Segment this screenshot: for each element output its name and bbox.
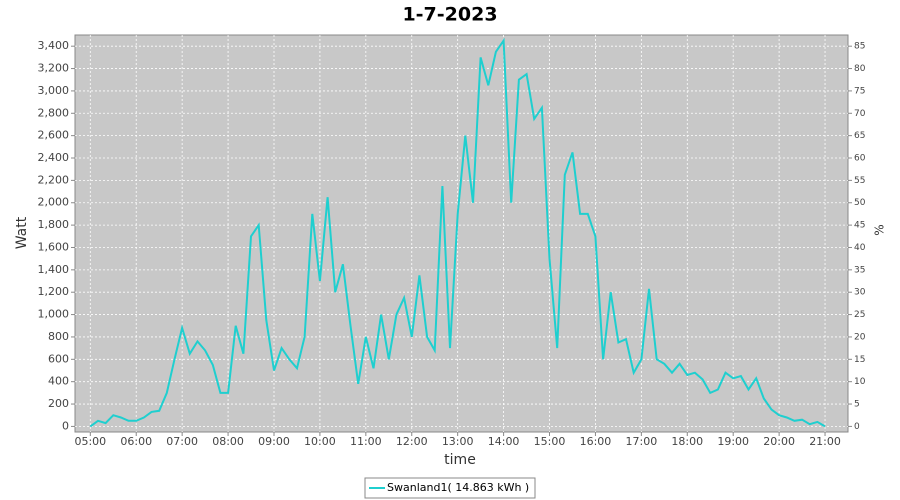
y2-tick-label: 40 — [854, 243, 866, 253]
y-tick-label: 2,800 — [38, 106, 70, 119]
x-tick-label: 08:00 — [212, 435, 244, 448]
y2-tick-label: 55 — [854, 176, 865, 186]
y2-tick-label: 50 — [854, 198, 866, 208]
x-tick-label: 20:00 — [763, 435, 795, 448]
x-tick-label: 17:00 — [626, 435, 658, 448]
y-tick-label: 600 — [48, 352, 69, 365]
x-tick-label: 11:00 — [350, 435, 382, 448]
y-tick-label: 3,000 — [38, 84, 70, 97]
y-tick-label: 0 — [62, 419, 69, 432]
y-tick-label: 1,400 — [38, 263, 70, 276]
y2-tick-label: 25 — [854, 310, 865, 320]
legend-label: Swanland1( 14.863 kWh ) — [387, 481, 529, 494]
y2-tick-label: 35 — [854, 265, 865, 275]
y-tick-label: 1,800 — [38, 218, 70, 231]
y2-tick-label: 0 — [854, 422, 860, 432]
y2-tick-label: 65 — [854, 131, 865, 141]
x-tick-label: 07:00 — [166, 435, 198, 448]
y-tick-label: 2,200 — [38, 173, 70, 186]
y2-axis-label: % — [873, 224, 887, 235]
y-tick-label: 800 — [48, 330, 69, 343]
y-tick-label: 1,600 — [38, 240, 70, 253]
y2-tick-label: 20 — [854, 332, 866, 342]
x-tick-label: 15:00 — [534, 435, 566, 448]
x-tick-label: 13:00 — [442, 435, 474, 448]
x-axis-label: time — [444, 452, 476, 468]
x-tick-label: 06:00 — [120, 435, 152, 448]
x-tick-label: 18:00 — [671, 435, 703, 448]
y-tick-label: 2,600 — [38, 129, 70, 142]
series-line — [89, 37, 826, 428]
y-axis-label: Watt — [14, 216, 30, 249]
y-tick-label: 2,000 — [38, 196, 70, 209]
y2-tick-label: 10 — [854, 377, 866, 387]
y-tick-label: 400 — [48, 375, 69, 388]
y2-tick-label: 80 — [854, 64, 866, 74]
plot-area — [74, 34, 849, 433]
y-tick-label: 3,400 — [38, 39, 70, 52]
x-tick-label: 10:00 — [304, 435, 336, 448]
y2-tick-label: 85 — [854, 42, 865, 52]
y2-tick-label: 45 — [854, 221, 865, 231]
x-tick-label: 14:00 — [488, 435, 520, 448]
x-tick-label: 19:00 — [717, 435, 749, 448]
y-tick-label: 200 — [48, 397, 69, 410]
x-tick-label: 16:00 — [580, 435, 612, 448]
chart-title: 1-7-2023 — [402, 4, 497, 26]
x-tick-label: 21:00 — [809, 435, 841, 448]
y2-tick-label: 60 — [854, 154, 866, 164]
y-tick-label: 1,000 — [38, 308, 70, 321]
y2-tick-label: 15 — [854, 355, 865, 365]
y2-tick-label: 5 — [854, 400, 860, 410]
x-tick-label: 12:00 — [396, 435, 428, 448]
x-tick-label: 09:00 — [258, 435, 290, 448]
y-tick-label: 2,400 — [38, 151, 70, 164]
x-tick-label: 05:00 — [74, 435, 106, 448]
y-tick-label: 1,200 — [38, 285, 70, 298]
y2-tick-label: 30 — [854, 288, 866, 298]
y2-tick-label: 70 — [854, 109, 866, 119]
y-tick-label: 3,200 — [38, 62, 70, 75]
legend-box — [364, 477, 536, 499]
y2-tick-label: 75 — [854, 86, 865, 96]
